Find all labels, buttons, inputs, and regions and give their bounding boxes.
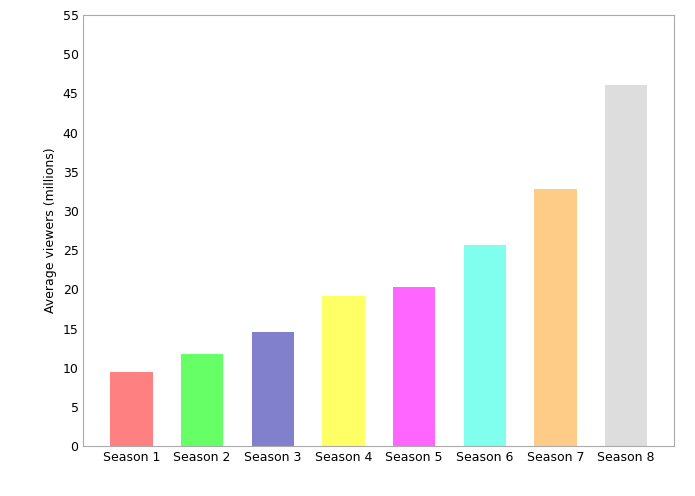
- Bar: [605, 85, 647, 446]
- Bar: [534, 189, 577, 446]
- Bar: [322, 296, 365, 446]
- Bar: [464, 245, 506, 446]
- Bar: [181, 354, 223, 446]
- Bar: [252, 332, 294, 446]
- Bar: [111, 372, 153, 446]
- Y-axis label: Average viewers (millions): Average viewers (millions): [44, 148, 57, 313]
- Bar: [393, 287, 435, 446]
